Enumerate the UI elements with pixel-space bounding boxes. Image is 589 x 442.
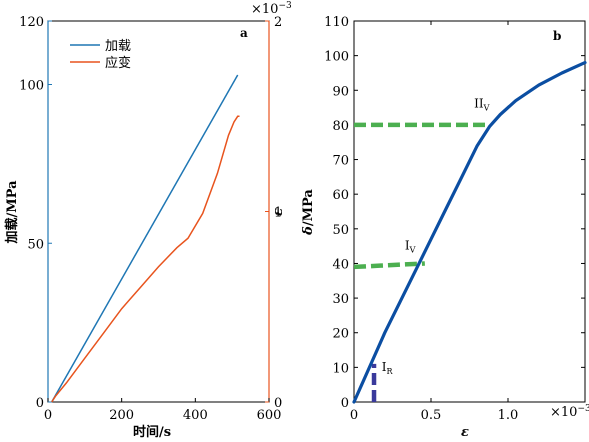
panel-a-letter: a <box>240 26 248 40</box>
load-series-line <box>51 74 239 403</box>
panel-b-x-tick-label: 1.0 <box>498 408 519 423</box>
panel-a-x-axis-title-sep: / <box>159 425 164 440</box>
panel-a-y2-exponent-power: −3 <box>278 1 292 11</box>
strain-series-line <box>51 115 240 403</box>
panel-b-y-tick-label: 60 <box>332 188 349 203</box>
panel-b-letter: b <box>553 29 561 43</box>
threshold-label-sub: V <box>483 104 490 113</box>
threshold-label-IIV: IIV <box>474 97 489 113</box>
panel-a-y2-tick-label: 0 <box>274 396 282 411</box>
panel-a-x-tick-label: 400 <box>183 408 208 423</box>
panel-b-threshold-lines <box>353 122 490 402</box>
legend-label-load: 加载 <box>105 39 131 54</box>
threshold-label-main: I <box>382 360 387 374</box>
panel-b-y-tick-label: 100 <box>324 50 349 65</box>
panel-b-y-axis-title-sep: / <box>301 221 316 226</box>
panel-b-y-tick-label: 90 <box>332 84 349 99</box>
panel-a-legend: 加载 应变 <box>70 39 131 71</box>
panel-b-x-tick-label: 0 <box>350 408 358 423</box>
threshold-label-IV: IV <box>405 239 416 255</box>
panel-b-y-axis-title-text: δ <box>301 226 316 236</box>
panel-a-x-axis-title: 时间/s <box>133 424 171 440</box>
stress-strain-curve <box>352 61 587 404</box>
panel-a-y-axis-title-sep: / <box>5 212 20 217</box>
panel-b-y-tick-label: 10 <box>332 361 349 376</box>
panel-a-y2-ticks: 0 1 2 <box>265 15 282 411</box>
panel-b-y-tick-label: 20 <box>332 327 349 342</box>
panel-a-y2-exponent: ×10−3 <box>251 1 292 17</box>
panel-b-y-tick-label: 80 <box>332 119 349 134</box>
threshold-label-sub: V <box>409 246 416 255</box>
panel-b-y-ticks: 0 10 20 30 40 50 60 70 80 90 100 110 <box>324 15 585 411</box>
panel-a-y-tick-label: 100 <box>19 79 44 94</box>
panel-a-y-axis-title-text: 加载 <box>4 217 20 244</box>
panel-a-y2-exponent-base: ×10 <box>251 2 278 17</box>
panel-b-y-tick-label: 110 <box>324 15 349 30</box>
threshold-line-IV <box>353 261 425 270</box>
panel-b-y-tick-label: 30 <box>332 292 349 307</box>
threshold-label-sub: R <box>386 367 393 376</box>
panel-a-x-ticks: 0 200 400 600 <box>44 398 282 423</box>
legend-label-strain: 应变 <box>105 55 131 71</box>
panel-b-x-exponent-power: −3 <box>577 404 589 414</box>
panel-a-y-axis-title: 加载/MPa <box>4 180 20 245</box>
panel-a-y-tick-label: 120 <box>19 15 44 30</box>
panel-a-y-tick-label: 50 <box>27 237 44 252</box>
panel-b-x-ticks: 0 0.5 1.0 <box>350 21 586 423</box>
panel-a-x-axis-title-text: 时间 <box>133 424 159 440</box>
panel-b-x-axis-title: ε <box>461 425 469 440</box>
panel-a-y2-tick-label: 2 <box>274 15 282 30</box>
panel-b-y-tick-label: 40 <box>332 257 349 272</box>
panel-a-x-tick-label: 0 <box>44 408 52 423</box>
panel-b-series <box>352 61 587 404</box>
panel-b-y-tick-label: 0 <box>341 396 349 411</box>
threshold-label-IR: IR <box>382 360 394 376</box>
panel-b-x-exponent: ×10−3 <box>550 404 589 420</box>
panel-a-y2-tick-label: 1 <box>274 206 282 221</box>
panel-b-frame <box>353 20 586 403</box>
panel-b-x-tick-label: 0.5 <box>421 408 442 423</box>
panel-a-series <box>51 74 240 403</box>
panel-b-x-exponent-base: ×10 <box>550 405 577 420</box>
threshold-label-main: I <box>405 239 410 253</box>
panel-a-x-tick-label: 200 <box>109 408 134 423</box>
panel-b-y-tick-label: 70 <box>332 154 349 169</box>
panel-a-y2-axis-title: ε <box>271 208 286 216</box>
panel-b-y-tick-label: 50 <box>332 223 349 238</box>
panel-a-y-tick-label: 0 <box>36 396 44 411</box>
panel-a-y-axis-title-unit: MPa <box>5 180 20 213</box>
panel-a-x-axis-title-unit: s <box>164 425 171 440</box>
panel-b-y-axis-title: δ/MPa <box>301 189 316 236</box>
panel-a-x-tick-label: 600 <box>257 408 282 423</box>
panel-a-y-ticks: 0 50 100 120 <box>19 15 52 411</box>
threshold-label-main: II <box>474 97 484 111</box>
panel-b-y-axis-title-unit: MPa <box>301 189 316 222</box>
